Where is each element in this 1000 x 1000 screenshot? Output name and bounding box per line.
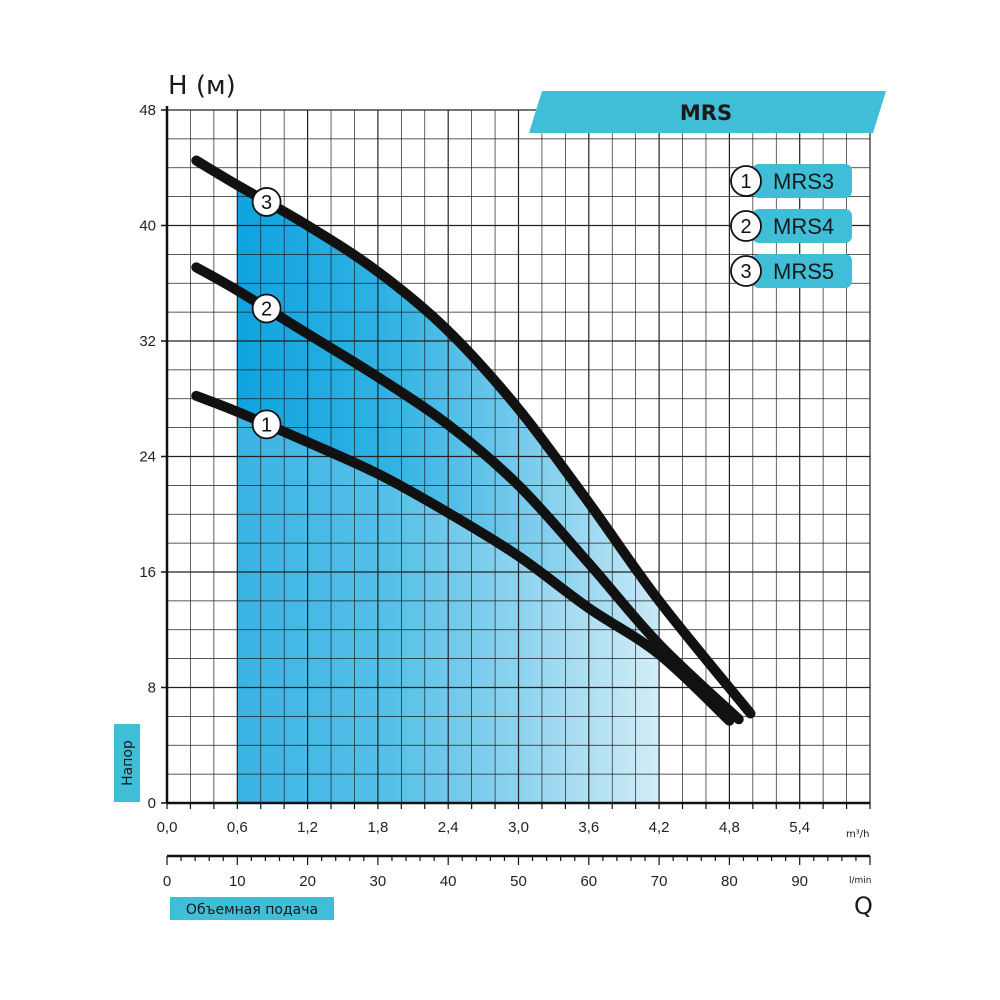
- x2-tick-label: 20: [299, 873, 316, 890]
- y-tick-label: 16: [139, 564, 156, 581]
- x-side-label: Объемная подача: [170, 897, 334, 920]
- grid: [166, 109, 871, 804]
- curve-marker-3: [251, 187, 282, 217]
- legend-entry-mrs4: MRS4: [773, 214, 834, 239]
- legend-entry-mrs3: MRS3: [773, 169, 834, 194]
- curve-marker-label: 2: [261, 299, 272, 321]
- y-tick-label: 40: [139, 218, 156, 235]
- x2-tick-label: 0: [163, 873, 171, 890]
- legend-marker-number: 1: [740, 171, 751, 193]
- x2-tick-label: 50: [510, 873, 527, 890]
- y-side-label-text: Напор: [120, 740, 136, 786]
- x-tick-label: 0,6: [227, 819, 248, 836]
- y-tick-label: 24: [139, 449, 156, 466]
- x-tick-label: 3,6: [578, 819, 599, 836]
- y-side-label: Напор: [114, 724, 140, 802]
- x-tick-label: 3,0: [508, 819, 529, 836]
- legend-entry-mrs5: MRS5: [773, 259, 834, 284]
- x2-tick-label: 60: [580, 873, 597, 890]
- x2-tick-label: 80: [721, 873, 738, 890]
- curve-marker-2: [251, 293, 282, 324]
- chart-title: MRS: [680, 101, 732, 125]
- curve-markers: 1 2 3: [251, 187, 282, 440]
- legend-badge: [752, 254, 852, 288]
- legend-marker: [730, 165, 762, 197]
- x-tick-label: 0,0: [157, 819, 178, 836]
- x-side-label-text: Объемная подача: [186, 902, 318, 918]
- x-unit-m3h: m³/h: [846, 829, 869, 840]
- x-tick-label: 1,2: [297, 819, 318, 836]
- title-banner: MRS: [529, 91, 886, 133]
- legend-marker-number: 2: [740, 216, 751, 238]
- x-axis-title: Q: [854, 892, 873, 920]
- x-unit-lmin-text: l/min: [849, 876, 872, 886]
- legend-marker-number: 3: [740, 261, 751, 283]
- y-axis-title: H (м): [168, 71, 236, 101]
- y-tick-label: 32: [139, 333, 156, 350]
- legend-badge: [752, 164, 852, 198]
- x-unit-m3h-text: m³/h: [846, 829, 869, 840]
- curve-marker-label: 3: [261, 192, 272, 214]
- legend-marker: [730, 210, 762, 242]
- x2-tick-label: 90: [791, 873, 808, 890]
- curve-marker-1: [251, 409, 282, 440]
- x2-tick-label: 40: [440, 873, 457, 890]
- legend: 1 MRS3 2 MRS4 3 MRS5: [730, 164, 852, 288]
- x-unit-lmin: l/min: [849, 876, 872, 886]
- x-tick-label: 5,4: [789, 819, 810, 836]
- x2-tick-label: 30: [370, 873, 387, 890]
- x-tick-label: 4,2: [649, 819, 670, 836]
- y-tick-label: 8: [148, 680, 156, 697]
- x2-tick-label: 10: [229, 873, 246, 890]
- x-tick-label: 1,8: [367, 819, 388, 836]
- x-tick-label: 2,4: [438, 819, 459, 836]
- y-tick-label: 0: [148, 795, 156, 812]
- legend-marker: [730, 255, 762, 287]
- x2-tick-label: 70: [651, 873, 668, 890]
- curve-marker-label: 1: [261, 414, 272, 436]
- y-tick-label: 48: [139, 102, 156, 119]
- legend-badge: [752, 209, 852, 243]
- x-tick-label: 4,8: [719, 819, 740, 836]
